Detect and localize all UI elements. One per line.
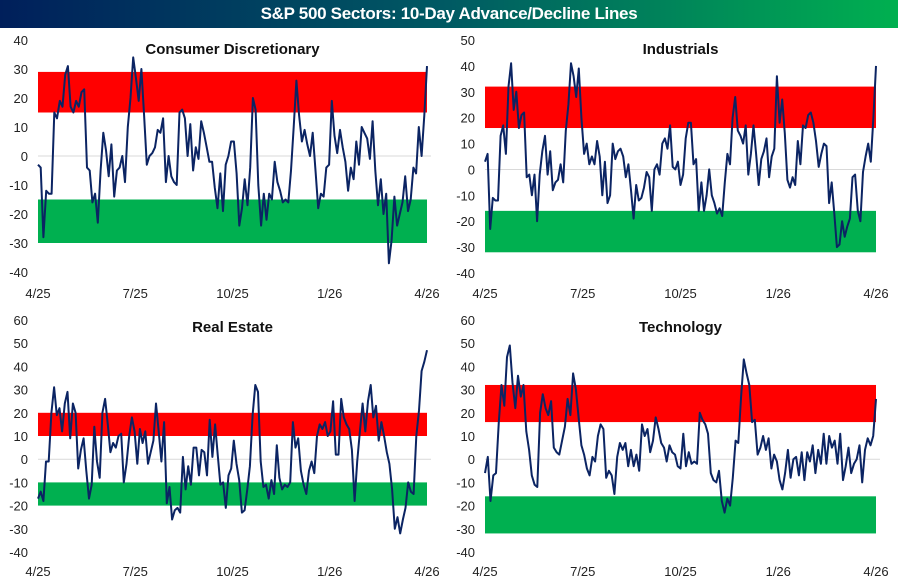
y-tick-label: 50 [461, 33, 475, 48]
y-tick-label: 40 [14, 359, 28, 374]
y-tick-label: 0 [21, 149, 28, 164]
overbought-band [38, 412, 427, 436]
chart-panel-consumer-discretionary: 40 30 20 10 0 -10 -20 -30 -40 4/25 7/25 10/25 1/26 4/… [9, 33, 439, 301]
series-line-industrials [484, 62, 877, 249]
y-tick-label: 40 [14, 33, 28, 48]
y-tick-label: -20 [456, 214, 475, 229]
x-tick-label: 10/25 [664, 564, 697, 579]
y-tick-label: 60 [461, 313, 475, 328]
x-tick-label: 7/25 [123, 564, 148, 579]
chart-panel-technology: 60 50 40 30 20 10 0 -10 -20 -30 -40 4/25 7/25 10/25 1/… [456, 313, 888, 579]
x-tick-label: 1/26 [317, 286, 342, 301]
y-tick-label: -10 [9, 475, 28, 490]
x-tick-label: 7/25 [123, 286, 148, 301]
y-tick-label: 20 [461, 111, 475, 126]
series-line-consumer-discretionary [37, 56, 428, 265]
overbought-band [38, 71, 427, 113]
x-tick-label: 4/25 [25, 564, 50, 579]
y-tick-label: -40 [456, 266, 475, 281]
x-tick-label: 4/26 [414, 564, 439, 579]
oversold-band [485, 496, 876, 534]
x-tick-label: 1/26 [766, 286, 791, 301]
y-tick-label: 20 [14, 406, 28, 421]
y-tick-label: 50 [14, 336, 28, 351]
y-tick-label: -30 [456, 240, 475, 255]
oversold-band [485, 210, 876, 253]
series-line-real-estate [37, 349, 428, 535]
panel-title: Technology [639, 319, 723, 336]
x-tick-label: 1/26 [317, 564, 342, 579]
x-tick-label: 7/25 [570, 564, 595, 579]
x-tick-label: 10/25 [664, 286, 697, 301]
y-tick-label: -20 [9, 499, 28, 514]
x-tick-label: 10/25 [216, 564, 249, 579]
x-tick-label: 4/25 [472, 286, 497, 301]
oversold-band [38, 199, 427, 243]
overbought-band [485, 86, 876, 129]
y-tick-label: -10 [456, 188, 475, 203]
y-tick-label: 60 [14, 313, 28, 328]
chart-panel-industrials: 50 40 30 20 10 0 -10 -20 -30 -40 4/25 7/25 10/25 1/26… [456, 33, 888, 301]
y-tick-label: -30 [456, 522, 475, 537]
x-tick-label: 10/25 [216, 286, 249, 301]
x-tick-label: 4/26 [863, 564, 888, 579]
x-tick-label: 1/26 [766, 564, 791, 579]
chart-panel-real-estate: 60 50 40 30 20 10 0 -10 -20 -30 -40 4/25 7/25 10/25 1/… [9, 313, 439, 579]
y-tick-label: 20 [461, 406, 475, 421]
y-tick-label: 30 [461, 383, 475, 398]
y-tick-label: -40 [9, 545, 28, 560]
y-tick-label: 10 [14, 120, 28, 135]
y-tick-label: 0 [468, 162, 475, 177]
y-tick-label: 10 [461, 137, 475, 152]
y-tick-label: 20 [14, 91, 28, 106]
x-tick-label: 7/25 [570, 286, 595, 301]
y-tick-label: -20 [456, 499, 475, 514]
y-tick-label: 30 [461, 85, 475, 100]
oversold-band [38, 482, 427, 506]
y-tick-label: -40 [9, 265, 28, 280]
x-tick-label: 4/26 [863, 286, 888, 301]
panel-title: Real Estate [192, 319, 273, 336]
panel-title: Industrials [643, 41, 719, 58]
y-tick-label: 0 [21, 452, 28, 467]
y-tick-label: 50 [461, 336, 475, 351]
y-tick-label: 30 [14, 62, 28, 77]
x-tick-label: 4/25 [25, 286, 50, 301]
y-tick-label: -30 [9, 236, 28, 251]
y-tick-label: 40 [461, 359, 475, 374]
series-line-technology [484, 344, 877, 514]
panel-title: Consumer Discretionary [145, 41, 320, 58]
x-tick-label: 4/26 [414, 286, 439, 301]
y-tick-label: -20 [9, 207, 28, 222]
y-tick-label: -30 [9, 522, 28, 537]
y-tick-label: 40 [461, 59, 475, 74]
y-tick-label: 10 [14, 429, 28, 444]
x-tick-label: 4/25 [472, 564, 497, 579]
y-tick-label: -10 [456, 475, 475, 490]
y-tick-label: -40 [456, 545, 475, 560]
y-tick-label: 10 [461, 429, 475, 444]
y-tick-label: 30 [14, 383, 28, 398]
chart-banner-title: S&P 500 Sectors: 10-Day Advance/Decline … [0, 0, 898, 28]
y-tick-label: 0 [468, 452, 475, 467]
y-tick-label: -10 [9, 178, 28, 193]
